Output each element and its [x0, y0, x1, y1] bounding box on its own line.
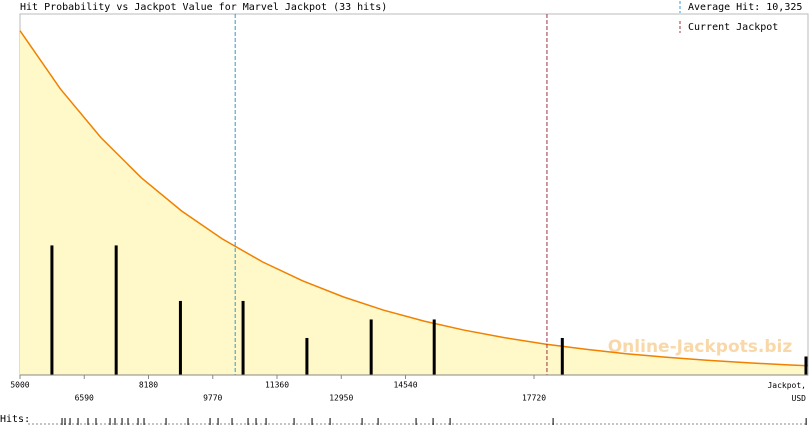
x-axis-label-part: Jackpot,	[767, 381, 806, 390]
x-tick-label: 8180	[139, 381, 158, 390]
x-tick-label: 9770	[203, 394, 222, 403]
hit-bar	[50, 245, 54, 375]
hit-bar	[305, 337, 309, 375]
hits-label: Hits:	[0, 414, 30, 425]
curve-line	[19, 30, 809, 367]
x-tick-label: 14540	[393, 381, 417, 390]
hit-bar	[114, 245, 118, 375]
x-tick-label: 6590	[75, 394, 94, 403]
chart-title: Hit Probability vs Jackpot Value for Mar…	[20, 2, 387, 13]
hit-bar	[432, 319, 436, 375]
x-axis-label-part: USD	[792, 394, 807, 403]
hit-bar	[241, 300, 245, 375]
watermark: Online-Jackpots.biz	[608, 337, 793, 357]
hit-bar	[369, 319, 373, 375]
x-tick-label: 17720	[522, 394, 546, 403]
x-tick-label: 11360	[265, 381, 289, 390]
x-tick-label: 12950	[329, 394, 353, 403]
hit-bar	[178, 300, 182, 375]
legend-label: Average Hit: 10,325	[688, 2, 802, 13]
x-axis-label: Jackpot, USD	[767, 381, 806, 403]
hit-bar	[560, 337, 564, 375]
x-tick-label: 5000	[10, 381, 29, 390]
curve-area	[20, 30, 808, 376]
hit-bar	[804, 356, 808, 375]
legend-label: Current Jackpot	[688, 22, 778, 33]
